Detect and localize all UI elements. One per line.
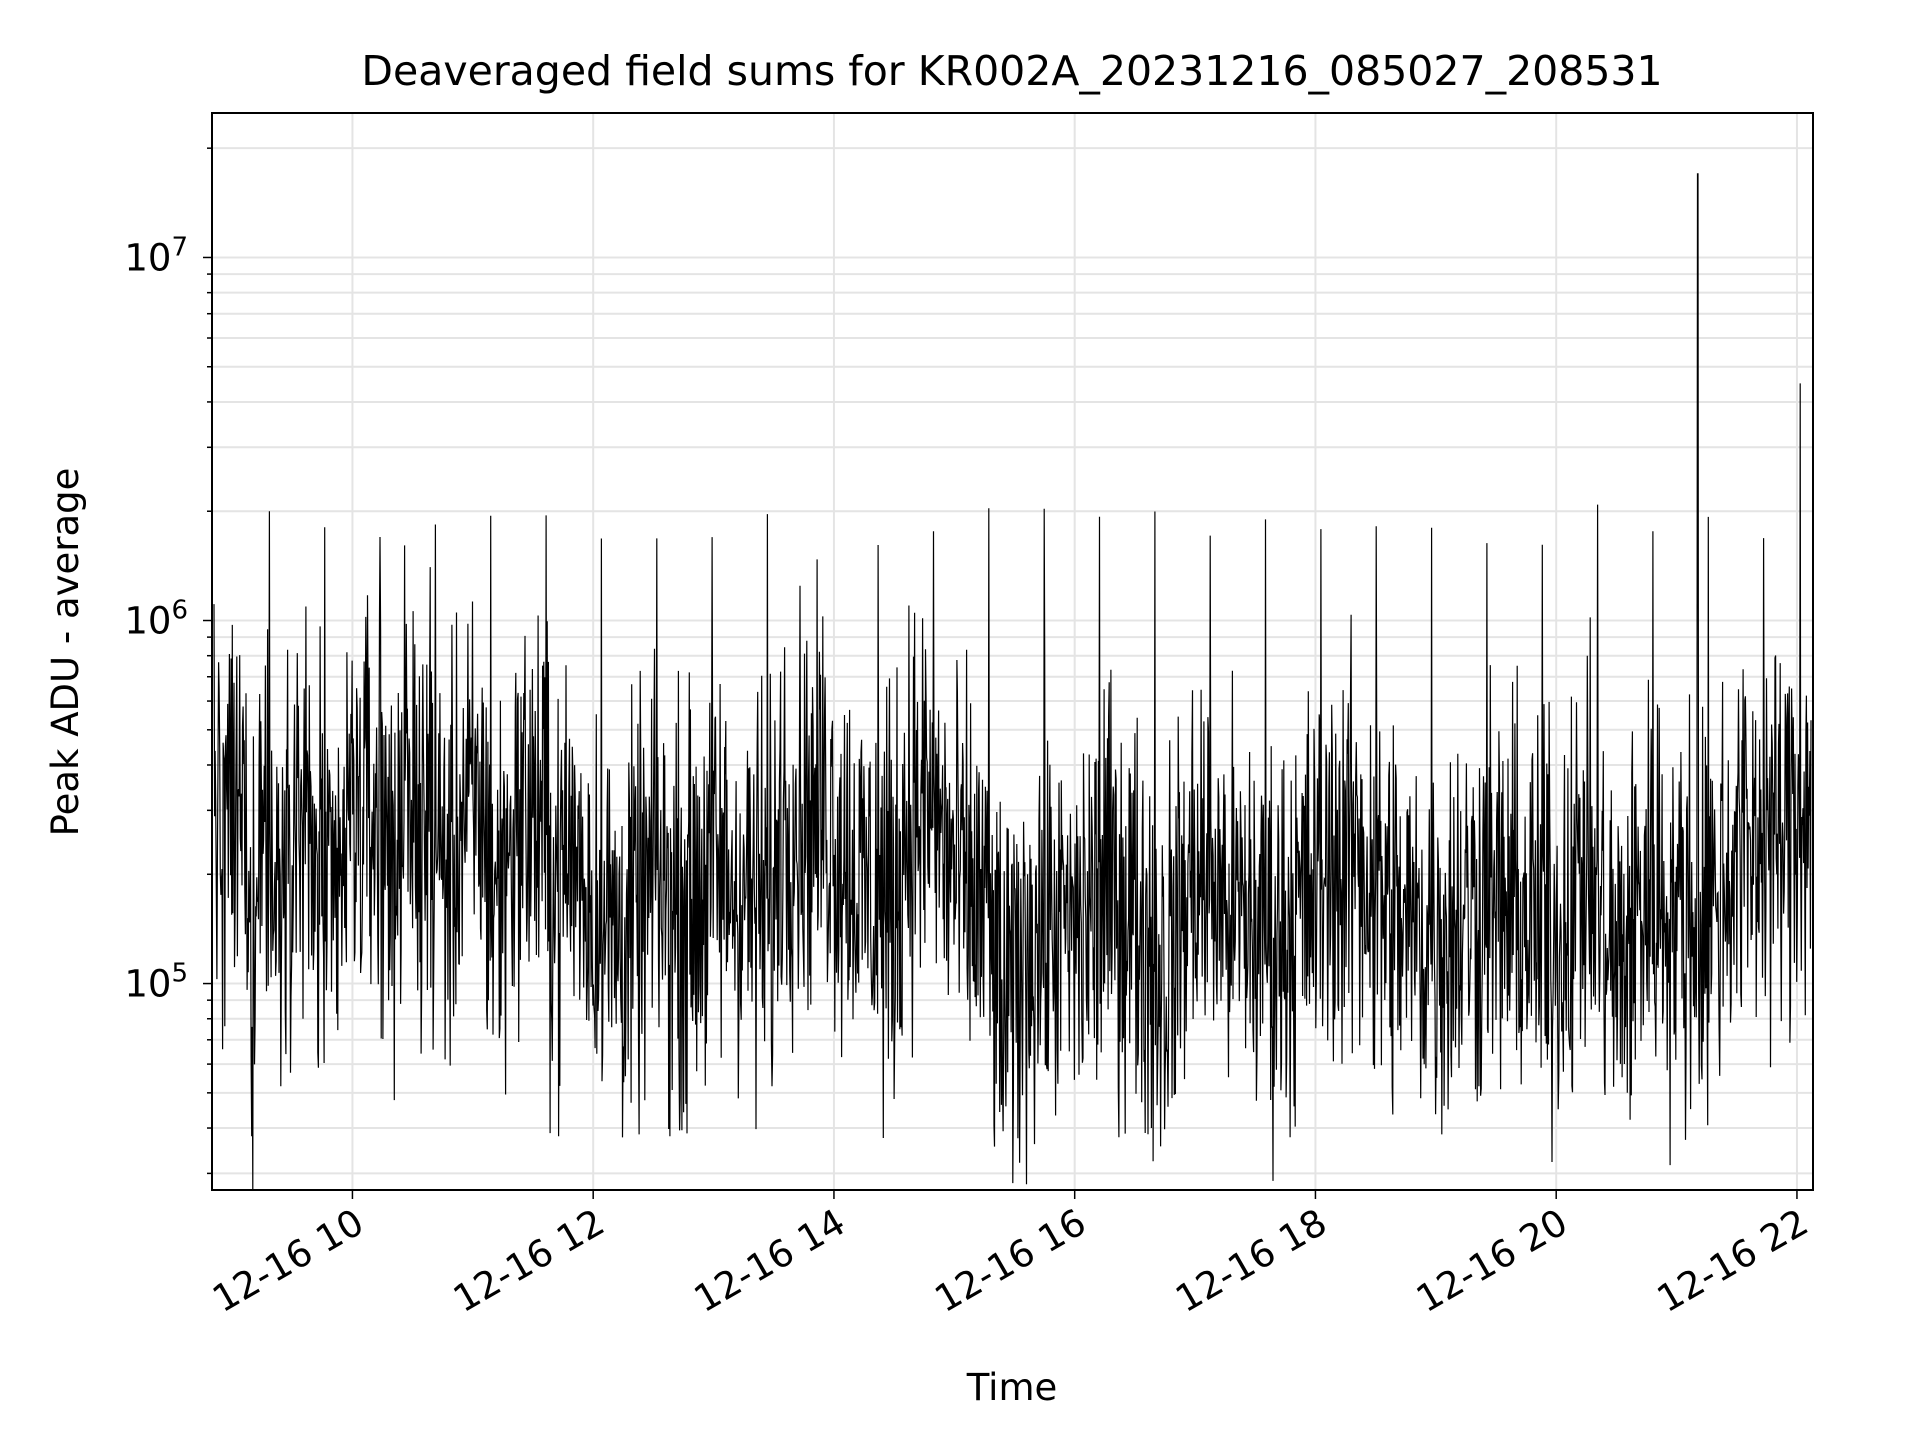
y-tick-exponent: 7: [171, 232, 188, 262]
y-tick-exponent: 5: [171, 959, 188, 989]
y-tick-base: 10: [124, 963, 171, 1006]
y-axis-label: Peak ADU - average: [44, 468, 87, 837]
x-axis-label: Time: [966, 1366, 1058, 1409]
y-tick-label: 105: [124, 959, 188, 1006]
y-tick-label: 107: [124, 232, 188, 279]
data-trace: [213, 173, 1812, 1191]
y-tick-base: 10: [124, 236, 171, 279]
chart-title: Deaveraged field sums for KR002A_2023121…: [361, 47, 1662, 95]
y-tick-base: 10: [124, 600, 171, 643]
y-tick-exponent: 6: [171, 596, 188, 626]
data-line: [213, 173, 1812, 1191]
y-tick-label: 106: [124, 596, 188, 643]
plot-frame: [211, 112, 1814, 1191]
